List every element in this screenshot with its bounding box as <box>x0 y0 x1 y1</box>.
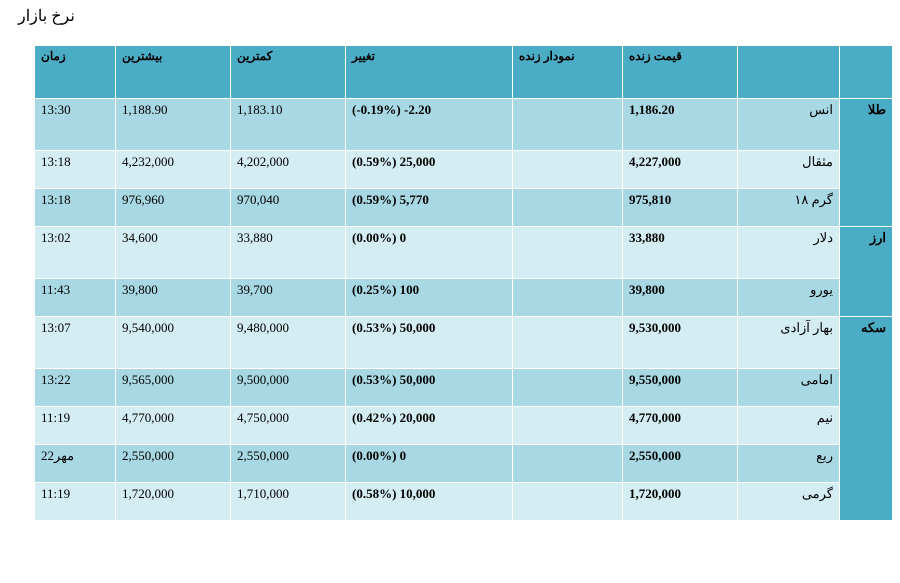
price-change: (0.59%) 25,000 <box>345 150 513 189</box>
price-change: (0.25%) 100 <box>345 278 513 317</box>
live-chart-cell <box>512 188 623 227</box>
low-price: 1,183.10 <box>230 98 346 151</box>
instrument-name: مثقال <box>737 150 840 189</box>
live-price: 39,800 <box>622 278 738 317</box>
instrument-name: نیم <box>737 406 840 445</box>
high-price: 4,770,000 <box>115 406 231 445</box>
group-label: طلا <box>839 98 893 227</box>
instrument-name: امامی <box>737 368 840 407</box>
high-price: 2,550,000 <box>115 444 231 483</box>
update-time: 13:22 <box>34 368 116 407</box>
update-time: 11:19 <box>34 482 116 521</box>
header-low: کمترین <box>230 45 346 99</box>
price-change: (0.00%) 0 <box>345 226 513 279</box>
high-price: 1,720,000 <box>115 482 231 521</box>
table-row: طلا انس 1,186.20 (-0.19%) -2.20 1,183.10 1,18… <box>34 98 893 227</box>
table-row: ربع 2,550,000 (0.00%) 0 2,550,000 2,550,000 2… <box>34 444 893 483</box>
low-price: 39,700 <box>230 278 346 317</box>
update-time: 13:18 <box>34 150 116 189</box>
table-row: یورو 39,800 (0.25%) 100 39,700 39,800 11:43 <box>34 278 893 317</box>
low-price: 4,202,000 <box>230 150 346 189</box>
header-live-price: قیمت زنده <box>622 45 738 99</box>
header-corner-cell <box>839 45 893 99</box>
instrument-name: گرم ۱۸ <box>737 188 840 227</box>
table-row: سکه بهار آزادی 9,530,000 (0.53%) 50,000 9,48… <box>34 316 893 521</box>
table-row: مثقال 4,227,000 (0.59%) 25,000 4,202,000 4,2… <box>34 150 893 189</box>
high-price: 9,540,000 <box>115 316 231 369</box>
table-row: ارز دلار 33,880 (0.00%) 0 33,880 34,600 13:02 <box>34 226 893 317</box>
group-label: سکه <box>839 316 893 521</box>
price-change: (0.42%) 20,000 <box>345 406 513 445</box>
update-time: 11:43 <box>34 278 116 317</box>
price-change: (0.59%) 5,770 <box>345 188 513 227</box>
live-chart-cell <box>512 226 623 279</box>
low-price: 9,480,000 <box>230 316 346 369</box>
live-chart-cell <box>512 482 623 521</box>
update-time: 13:18 <box>34 188 116 227</box>
header-change: تغییر <box>345 45 513 99</box>
live-chart-cell <box>512 368 623 407</box>
live-price: 4,227,000 <box>622 150 738 189</box>
low-price: 4,750,000 <box>230 406 346 445</box>
table-row: نیم 4,770,000 (0.42%) 20,000 4,750,000 4,770… <box>34 406 893 445</box>
instrument-name: دلار <box>737 226 840 279</box>
low-price: 33,880 <box>230 226 346 279</box>
high-price: 976,960 <box>115 188 231 227</box>
update-time: 13:07 <box>34 316 116 369</box>
live-price: 4,770,000 <box>622 406 738 445</box>
live-price: 33,880 <box>622 226 738 279</box>
market-rates-table: قیمت زنده نمودار زنده تغییر کمترین بیشتر… <box>34 45 893 521</box>
price-change: (0.53%) 50,000 <box>345 368 513 407</box>
header-live-chart: نمودار زنده <box>512 45 623 99</box>
page-title: نرخ بازار <box>18 8 75 25</box>
update-time: 22مهر <box>34 444 116 483</box>
table-row: گرمی 1,720,000 (0.58%) 10,000 1,710,000 1,72… <box>34 482 893 521</box>
table-row: گرم ۱۸ 975,810 (0.59%) 5,770 970,040 976,960… <box>34 188 893 227</box>
high-price: 39,800 <box>115 278 231 317</box>
live-price: 1,720,000 <box>622 482 738 521</box>
low-price: 970,040 <box>230 188 346 227</box>
update-time: 13:02 <box>34 226 116 279</box>
instrument-name: انس <box>737 98 840 151</box>
low-price: 9,500,000 <box>230 368 346 407</box>
live-price: 2,550,000 <box>622 444 738 483</box>
live-chart-cell <box>512 316 623 369</box>
live-price: 9,550,000 <box>622 368 738 407</box>
live-price: 9,530,000 <box>622 316 738 369</box>
live-chart-cell <box>512 406 623 445</box>
live-price: 1,186.20 <box>622 98 738 151</box>
price-change: (-0.19%) -2.20 <box>345 98 513 151</box>
price-change: (0.00%) 0 <box>345 444 513 483</box>
live-chart-cell <box>512 150 623 189</box>
price-change: (0.58%) 10,000 <box>345 482 513 521</box>
instrument-name: یورو <box>737 278 840 317</box>
update-time: 13:30 <box>34 98 116 151</box>
instrument-name: گرمی <box>737 482 840 521</box>
table-row: امامی 9,550,000 (0.53%) 50,000 9,500,000 9,5… <box>34 368 893 407</box>
group-label: ارز <box>839 226 893 317</box>
high-price: 9,565,000 <box>115 368 231 407</box>
live-chart-cell <box>512 444 623 483</box>
header-row: قیمت زنده نمودار زنده تغییر کمترین بیشتر… <box>34 45 893 99</box>
header-time: زمان <box>34 45 116 99</box>
live-chart-cell <box>512 98 623 151</box>
rates-body: طلا انس 1,186.20 (-0.19%) -2.20 1,183.10 1,18… <box>34 98 893 521</box>
low-price: 1,710,000 <box>230 482 346 521</box>
high-price: 4,232,000 <box>115 150 231 189</box>
live-price: 975,810 <box>622 188 738 227</box>
live-chart-cell <box>512 278 623 317</box>
low-price: 2,550,000 <box>230 444 346 483</box>
instrument-name: ربع <box>737 444 840 483</box>
high-price: 1,188.90 <box>115 98 231 151</box>
header-high: بیشترین <box>115 45 231 99</box>
price-change: (0.53%) 50,000 <box>345 316 513 369</box>
header-name <box>737 45 840 99</box>
instrument-name: بهار آزادی <box>737 316 840 369</box>
high-price: 34,600 <box>115 226 231 279</box>
update-time: 11:19 <box>34 406 116 445</box>
